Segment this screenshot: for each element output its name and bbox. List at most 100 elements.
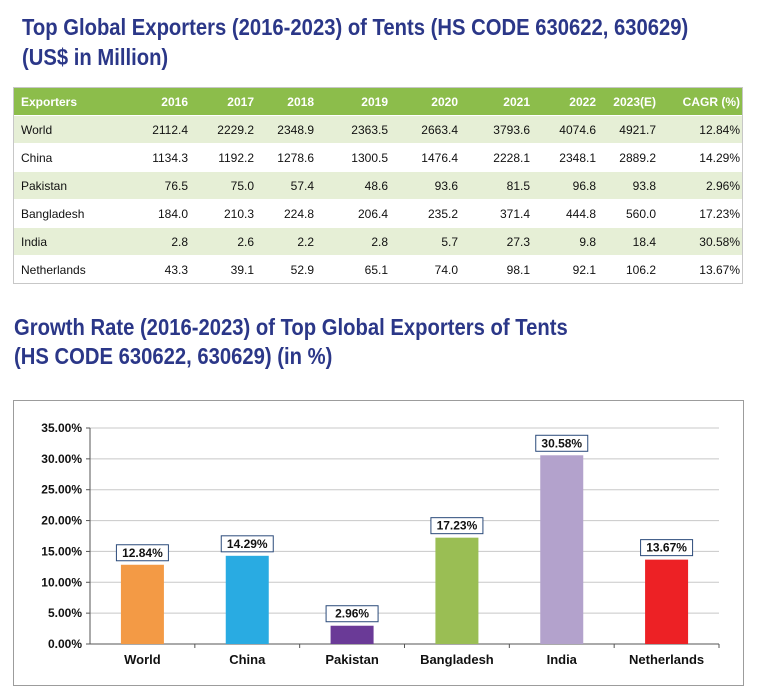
table-row: Bangladesh 184.0 210.3 224.8 206.4 235.2 371.4… [14,199,742,228]
row-value-cell: 65.1 [318,255,392,283]
x-tick-label: China [229,652,266,667]
header-2023e: 2023(E) [600,88,660,116]
data-label: 12.84% [122,546,163,560]
header-2019: 2019 [318,88,392,116]
table-title-line1: Top Global Exporters (2016-2023) of Tent… [22,14,689,40]
row-value-cell: 4074.6 [534,115,600,144]
data-label-box [220,535,274,553]
x-tick-label: Netherlands [629,652,704,667]
header-2021: 2021 [462,88,534,116]
row-value-cell: 371.4 [462,199,534,228]
header-2016: 2016 [114,88,192,116]
x-tick-label: India [547,652,578,667]
bar-netherlands [645,559,689,644]
row-exporter-name: India [14,227,114,256]
bar-india [540,455,584,644]
growth-rate-chart: 0.00% 5.00% 10.00% 15.00% 20.00% 25.00% 30.00%… [13,400,744,686]
data-label: 17.23% [437,519,478,533]
row-value-cell: 39.1 [192,255,258,283]
row-value-cell: 2.6 [192,227,258,256]
chart-title-line2: (HS CODE 630622, 630629) (in %) [14,343,333,369]
row-value-cell: 27.3 [462,227,534,256]
header-2017: 2017 [192,88,258,116]
header-cagr: CAGR (%) [660,88,742,116]
y-tick-label: 25.00% [41,483,82,497]
data-label-box [430,517,484,535]
row-value-cell: 9.8 [534,227,600,256]
row-value-cell: 48.6 [318,171,392,200]
row-exporter-name: World [14,115,114,144]
header-2020: 2020 [392,88,462,116]
row-value-cell: 1134.3 [114,143,192,172]
row-value-cell: 1476.4 [392,143,462,172]
table-row: World 2112.4 2229.2 2348.9 2363.5 2663.4 3793.… [14,115,742,144]
row-value-cell: 93.6 [392,171,462,200]
row-exporter-name: Pakistan [14,171,114,200]
x-tick-label: Bangladesh [420,652,494,667]
row-value-cell: 224.8 [258,199,318,228]
row-value-cell: 52.9 [258,255,318,283]
row-value-cell: 444.8 [534,199,600,228]
header-2018: 2018 [258,88,318,116]
data-label-box [640,539,694,557]
row-value-cell: 17.23% [660,199,742,228]
row-value-cell: 75.0 [192,171,258,200]
row-value-cell: 3793.6 [462,115,534,144]
table-header-row: Exporters 2016 2017 2018 2019 2020 2021 … [14,88,742,116]
data-label: 30.58% [541,436,582,450]
data-label-box [535,434,589,452]
row-value-cell: 18.4 [600,227,660,256]
x-tick-label: Pakistan [325,652,379,667]
row-value-cell: 2228.1 [462,143,534,172]
row-value-cell: 1278.6 [258,143,318,172]
table-row: China 1134.3 1192.2 1278.6 1300.5 1476.4 2228.… [14,143,742,172]
y-tick-label: 20.00% [41,514,82,528]
y-tick-label: 35.00% [41,421,82,435]
row-value-cell: 30.58% [660,227,742,256]
row-value-cell: 1192.2 [192,143,258,172]
row-value-cell: 2363.5 [318,115,392,144]
y-tick-label: 10.00% [41,575,82,589]
row-value-cell: 81.5 [462,171,534,200]
bar-pakistan [330,625,374,644]
bar-bangladesh [435,537,479,644]
table-row: India 2.8 2.6 2.2 2.8 5.7 27.3 9.8 18.4 30.58% [14,227,742,256]
data-label: 14.29% [227,537,268,551]
row-value-cell: 235.2 [392,199,462,228]
data-label: 13.67% [646,541,687,555]
row-value-cell: 74.0 [392,255,462,283]
row-value-cell: 2112.4 [114,115,192,144]
row-value-cell: 76.5 [114,171,192,200]
row-value-cell: 96.8 [534,171,600,200]
x-tick-label: World [124,652,161,667]
bar-china [225,555,269,644]
chart-title-line1: Growth Rate (2016-2023) of Top Global Ex… [14,314,568,340]
row-value-cell: 2.96% [660,171,742,200]
row-value-cell: 2.8 [318,227,392,256]
row-value-cell: 5.7 [392,227,462,256]
row-value-cell: 93.8 [600,171,660,200]
row-value-cell: 98.1 [462,255,534,283]
table-row: Pakistan 76.5 75.0 57.4 48.6 93.6 81.5 96.8 93.8… [14,171,742,200]
y-tick-label: 0.00% [48,637,82,651]
row-value-cell: 2889.2 [600,143,660,172]
chart-svg: 0.00% 5.00% 10.00% 15.00% 20.00% 25.00% 30.00%… [41,421,720,667]
data-label-box [325,605,379,623]
y-tick-label: 15.00% [41,544,82,558]
row-exporter-name: Netherlands [14,255,114,283]
table-title-line2: (US$ in Million) [22,44,169,70]
row-value-cell: 106.2 [600,255,660,283]
bar-world [120,564,164,644]
row-value-cell: 14.29% [660,143,742,172]
row-value-cell: 560.0 [600,199,660,228]
row-value-cell: 2.8 [114,227,192,256]
row-value-cell: 43.3 [114,255,192,283]
row-value-cell: 184.0 [114,199,192,228]
row-value-cell: 57.4 [258,171,318,200]
row-value-cell: 4921.7 [600,115,660,144]
row-value-cell: 12.84% [660,115,742,144]
row-value-cell: 210.3 [192,199,258,228]
header-2022: 2022 [534,88,600,116]
row-value-cell: 2229.2 [192,115,258,144]
row-value-cell: 92.1 [534,255,600,283]
